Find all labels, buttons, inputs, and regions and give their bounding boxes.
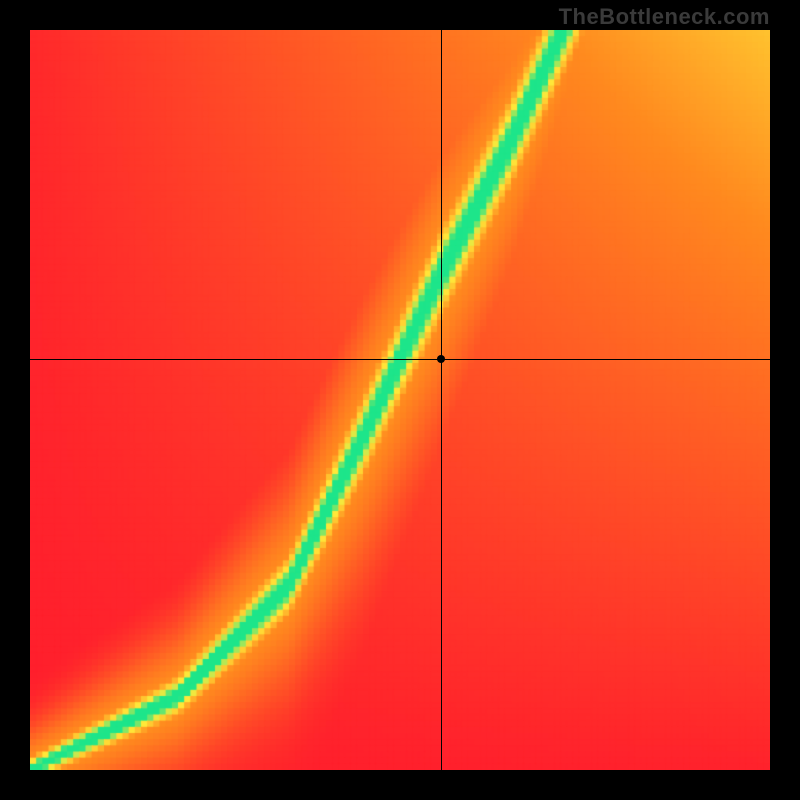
crosshair-horizontal [30,359,770,360]
plot-area [30,30,770,770]
heatmap-canvas [30,30,770,770]
chart-container: TheBottleneck.com [0,0,800,800]
crosshair-vertical [441,30,442,770]
watermark-text: TheBottleneck.com [559,4,770,30]
target-point-dot [437,355,445,363]
